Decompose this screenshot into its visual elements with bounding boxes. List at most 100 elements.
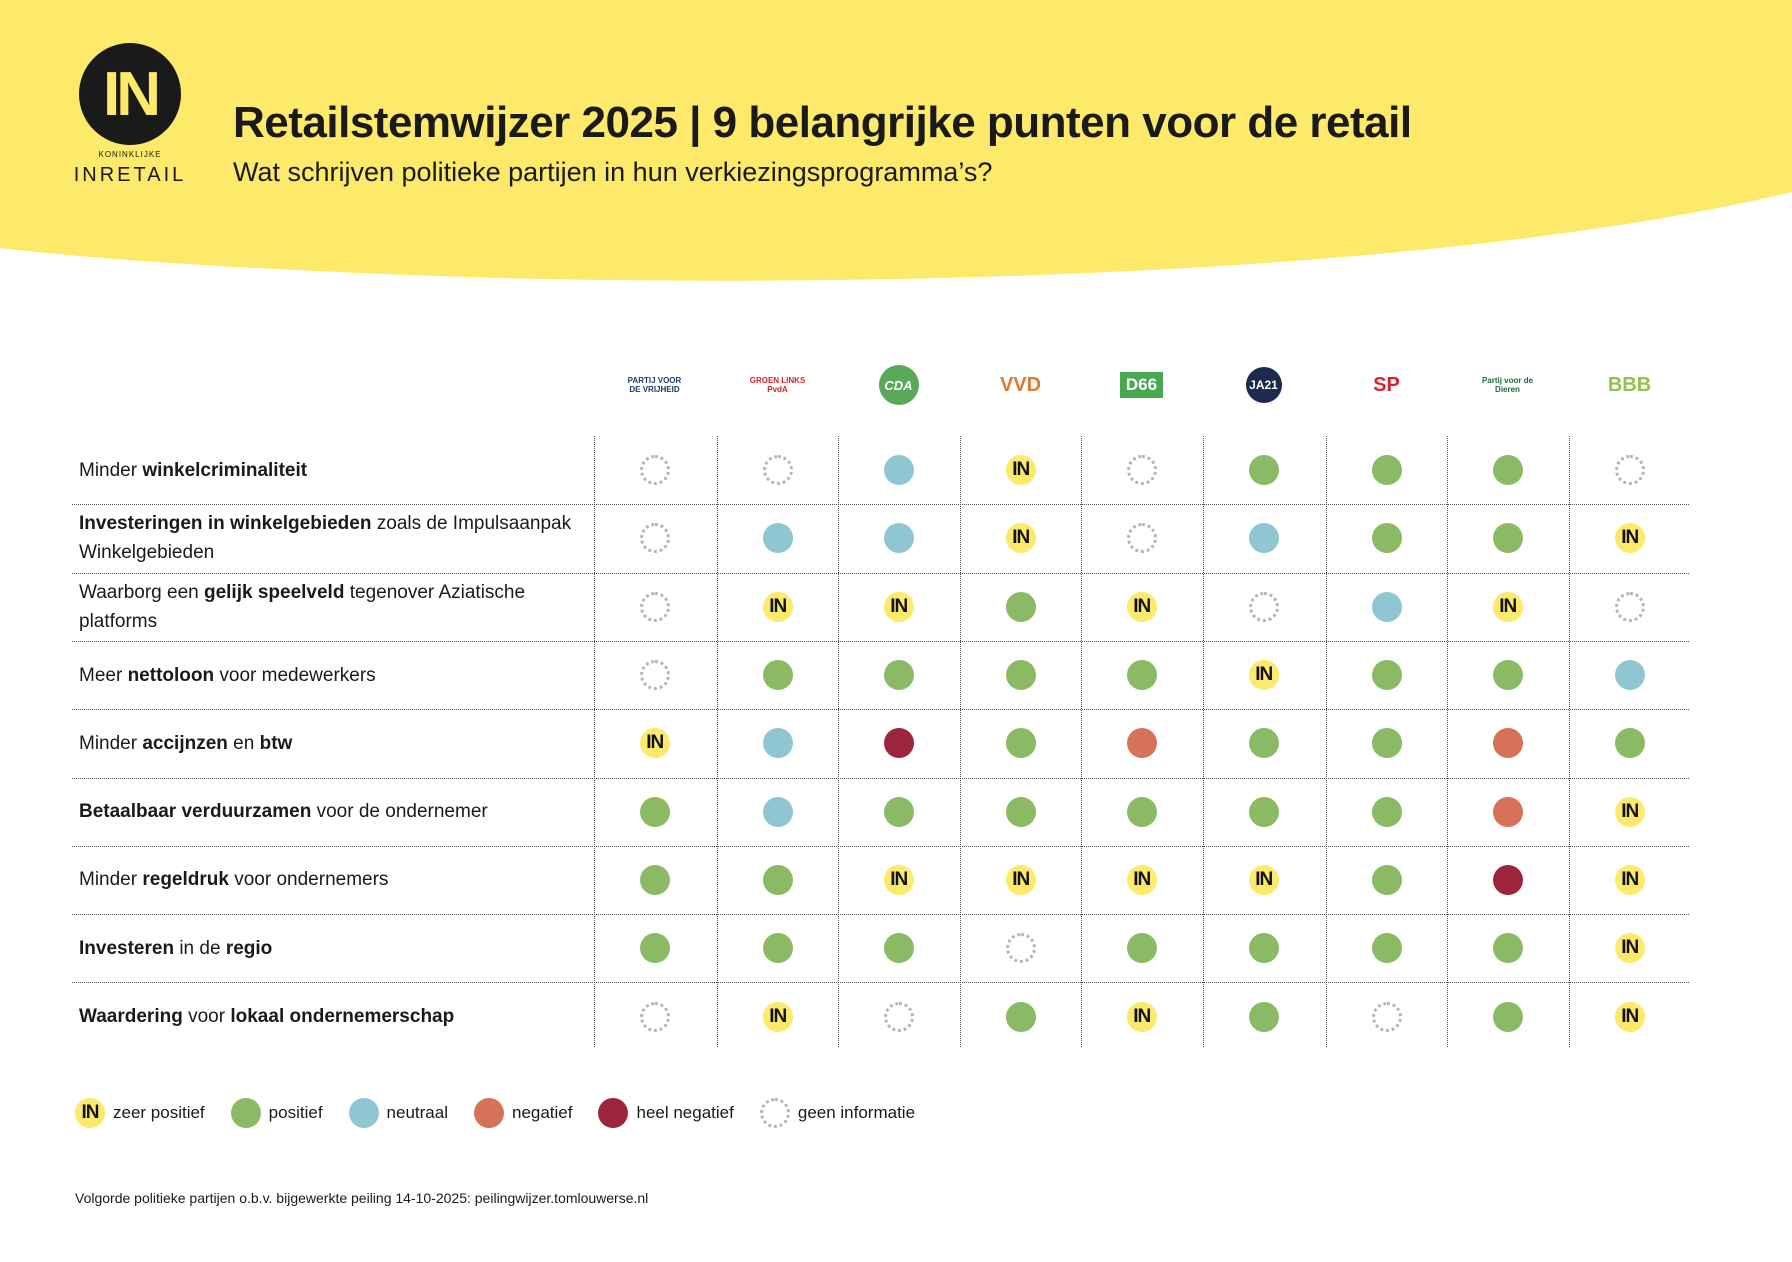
rating-cell-geen-informatie [639,660,670,691]
legend-item-negatief: negatief [473,1098,572,1128]
row-label-text: Meer nettoloon voor medewerkers [79,661,376,690]
party-logo-text: SP [1373,373,1400,396]
rating-cell-positief [1126,660,1157,691]
party-logo-text: CDA [878,365,919,405]
rating-zeer-positief: IN [75,1098,105,1128]
label-text: voor medewerkers [214,664,376,686]
rating-cell-positief [1371,660,1402,691]
rating-cell-positief [762,660,793,691]
party-logo-ja21: JA21 [1203,360,1324,410]
rating-cell-zeer-positief: IN [1126,864,1157,895]
page-title: Retailstemwijzer 2025 | 9 belangrijke pu… [233,98,1412,147]
label-text: in de [174,937,226,959]
row-label-text: Investeringen in winkelgebieden zoals de… [79,509,579,567]
rating-cell-negatief [1492,728,1523,759]
rating-cell-zeer-positief: IN [1248,864,1279,895]
rating-cell-positief [1371,796,1402,827]
rating-cell-positief [1614,728,1645,759]
legend-label: zeer positief [113,1103,205,1122]
rating-cell-positief [1371,455,1402,486]
rating-cell-positief [1248,728,1279,759]
rating-cell-zeer-positief: IN [883,591,914,622]
rating-cell-neutraal [762,728,793,759]
rating-cell-positief [1492,523,1523,554]
row-divider [72,982,1689,984]
legend-item-geen-informatie: geen informatie [759,1098,916,1128]
row-divider [72,777,1689,779]
rating-cell-positief [1126,933,1157,964]
rating-cell-positief [883,796,914,827]
rating-cell-neutraal [762,796,793,827]
rating-cell-zeer-positief: IN [1005,455,1036,486]
label-text: Meer [79,664,128,686]
legend-label: geen informatie [797,1103,916,1122]
rating-cell-positief [1492,1001,1523,1032]
rating-cell-positief [1248,1001,1279,1032]
rating-cell-neutraal [1371,591,1402,622]
logo-sub: KONINKLIJKE [98,150,162,159]
label-bold: Investeren [79,937,175,959]
rating-cell-geen-informatie [639,591,670,622]
row-label: Minder winkelcriminaliteit [79,436,579,504]
rating-cell-zeer-positief: IN [1005,523,1036,554]
rating-cell-neutraal [762,523,793,554]
legend-label: heel negatief [636,1103,734,1122]
rating-cell-negatief [1492,796,1523,827]
row-divider [72,640,1689,642]
label-bold: Investeringen in winkelgebieden [79,513,372,535]
rating-cell-positief [1371,864,1402,895]
rating-cell-geen-informatie [1126,523,1157,554]
header-band [0,0,1792,281]
column-divider [960,436,961,1047]
rating-cell-positief [1492,455,1523,486]
label-bold: accijnzen [142,732,228,754]
rating-cell-negatief [1126,728,1157,759]
row-label-text: Betaalbaar verduurzamen voor de ondernem… [79,797,488,826]
party-logo-partij-voor-de-dieren: Partij voor de Dieren [1447,360,1568,410]
rating-cell-positief [762,933,793,964]
row-label-text: Investeren in de regio [79,934,272,963]
label-bold: btw [259,732,293,754]
rating-cell-geen-informatie [762,455,793,486]
column-divider [594,436,595,1047]
rating-neutraal [348,1098,379,1128]
label-text: voor ondernemers [228,869,389,891]
rating-cell-geen-informatie [1126,455,1157,486]
rating-cell-positief [883,933,914,964]
party-logo-vvd: VVD [960,360,1081,410]
row-label: Waarborg een gelijk speelveld tegenover … [79,573,579,641]
rating-cell-positief [1371,523,1402,554]
row-divider [72,504,1689,506]
party-logo-groenlinks-pvda: GROEN LINKS PvdA [717,360,838,410]
rating-cell-positief [1005,660,1036,691]
rating-positief [230,1098,261,1128]
party-logo-sp: SP [1326,360,1447,410]
rating-cell-zeer-positief: IN [1248,660,1279,691]
rating-cell-zeer-positief: IN [1614,1001,1645,1032]
rating-cell-geen-informatie [1371,1001,1402,1032]
party-logo-text: JA21 [1245,367,1282,403]
rating-cell-zeer-positief: IN [1126,1001,1157,1032]
logo-name: INRETAIL [73,164,187,186]
party-logo-bbb: BBB [1569,360,1690,410]
legend-item-heel-negatief: heel negatief [598,1098,734,1128]
label-bold: regeldruk [142,869,229,891]
label-bold: regio [225,937,273,959]
rating-cell-zeer-positief: IN [639,728,670,759]
party-logo-text: PARTIJ VOOR DE VRIJHEID [627,376,682,394]
rating-cell-geen-informatie [1248,591,1279,622]
legend-item-neutraal: neutraal [348,1098,448,1128]
label-bold: lokaal ondernemerschap [230,1006,455,1028]
label-text: Minder [79,869,143,891]
rating-cell-positief [639,796,670,827]
label-bold: Waardering [79,1006,183,1028]
column-divider [1326,436,1327,1047]
row-label: Investeringen in winkelgebieden zoals de… [79,504,579,572]
rating-cell-positief [1248,796,1279,827]
row-label: Minder regeldruk voor ondernemers [79,846,579,914]
legend: IN zeer positief positief neutraal negatief h… [75,1098,941,1128]
rating-cell-positief [1126,796,1157,827]
party-logo-text: VVD [999,373,1042,396]
row-label-text: Minder winkelcriminaliteit [79,456,307,485]
rating-cell-neutraal [883,455,914,486]
